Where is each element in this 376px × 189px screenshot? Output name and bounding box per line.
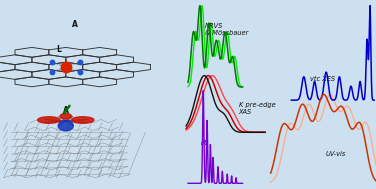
Text: vtc XES: vtc XES: [310, 76, 335, 82]
Ellipse shape: [58, 121, 73, 131]
Text: NRVS
& Mössbauer: NRVS & Mössbauer: [205, 23, 248, 36]
Text: A: A: [63, 106, 69, 115]
Ellipse shape: [71, 117, 94, 123]
Text: L: L: [56, 45, 61, 54]
Text: UV-vis: UV-vis: [325, 151, 346, 157]
Ellipse shape: [38, 117, 60, 123]
Text: A: A: [72, 20, 78, 29]
Text: IR: IR: [201, 140, 208, 146]
Ellipse shape: [60, 113, 71, 119]
Text: K pre-edge
XAS: K pre-edge XAS: [239, 102, 276, 115]
